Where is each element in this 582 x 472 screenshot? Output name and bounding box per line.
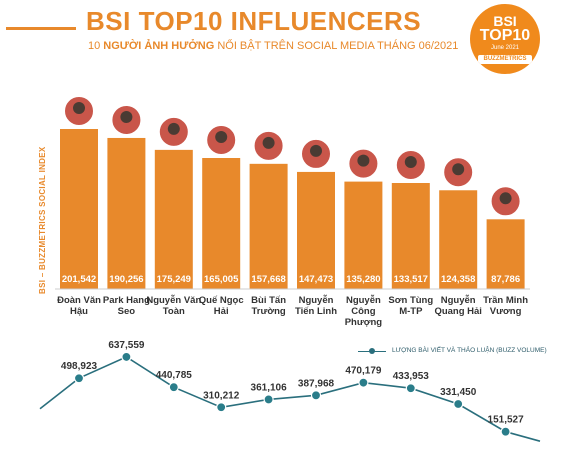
avatar-head-7 — [404, 156, 417, 169]
avatar-head-9 — [499, 192, 512, 205]
line-value-label-4: 361,106 — [251, 382, 288, 393]
bar-axis-label: BSI – BUZZMETRICS SOCIAL INDEX — [38, 146, 47, 294]
bar-value-label-5: 147,473 — [299, 274, 333, 285]
line-value-label-5: 387,968 — [298, 378, 335, 389]
badge-line-2: TOP10 — [479, 27, 531, 44]
category-label-5-0: Nguyễn — [299, 295, 334, 306]
bsi-top10-badge: BSI TOP10 June 2021 BUZZMETRICS — [470, 4, 540, 74]
category-label-8-0: Nguyễn — [441, 295, 476, 306]
category-label-9-0: Trần Minh — [483, 295, 528, 306]
line-value-label-2: 440,785 — [156, 370, 193, 381]
avatar-head-1 — [120, 110, 133, 123]
category-label-7-1: M-TP — [399, 306, 423, 317]
line-value-label-9: 151,527 — [488, 415, 525, 426]
category-label-9-1: Vương — [490, 306, 522, 317]
bar-3 — [202, 158, 241, 289]
bar-value-label-7: 133,517 — [394, 274, 428, 285]
legend-swatch-dot — [369, 348, 375, 354]
subtitle-count: 10 — [88, 40, 104, 52]
page-title: BSI TOP10 INFLUENCERS — [86, 6, 422, 36]
category-label-6-1: Công — [351, 306, 375, 317]
bar-value-label-4: 157,668 — [251, 274, 285, 285]
line-point-1 — [121, 351, 132, 363]
bar-value-label-1: 190,256 — [109, 274, 143, 285]
category-label-4-1: Trường — [251, 306, 285, 317]
line-point-4 — [263, 394, 274, 405]
category-label-6-2: Phượng — [345, 317, 383, 328]
category-label-3-0: Quế Ngọc — [199, 295, 244, 306]
line-point-9 — [500, 426, 511, 437]
subtitle-bold: NGƯỜI ẢNH HƯỞNG — [103, 40, 215, 52]
category-label-7-0: Sơn Tùng — [388, 295, 433, 306]
bar-0 — [60, 129, 98, 289]
category-label-5-1: Tiến Linh — [295, 306, 337, 317]
badge-line-4: BUZZMETRICS — [478, 55, 532, 64]
line-point-8 — [453, 398, 464, 410]
category-label-2-1: Toàn — [163, 306, 185, 317]
badge-line-1: BSI — [493, 13, 517, 29]
category-label-0-0: Đoàn Văn — [57, 295, 101, 306]
avatar-head-4 — [262, 136, 275, 149]
avatar-head-5 — [310, 144, 322, 157]
category-label-1-1: Seo — [118, 306, 136, 317]
line-point-0 — [73, 373, 85, 384]
line-point-2 — [168, 382, 179, 393]
page-subtitle: 10 NGƯỜI ẢNH HƯỞNG NỔI BẬT TRÊN SOCIAL M… — [88, 40, 458, 52]
bar-value-label-9: 87,786 — [491, 274, 520, 285]
bar-7 — [391, 183, 430, 289]
avatar-head-0 — [73, 102, 85, 114]
header-accent-line — [6, 27, 76, 30]
line-value-label-7: 433,953 — [393, 371, 430, 382]
buzz-volume-line — [39, 355, 541, 442]
category-label-8-1: Quang Hải — [434, 306, 482, 317]
line-value-label-3: 310,212 — [203, 390, 240, 401]
category-label-3-1: Hải — [214, 306, 229, 317]
bar-8 — [439, 190, 478, 289]
bar-1 — [107, 137, 146, 289]
line-value-label-8: 331,450 — [440, 387, 477, 398]
subtitle-rest: NỔI BẬT TRÊN SOCIAL MEDIA THÁNG 06/2021 — [214, 40, 459, 52]
category-label-6-0: Nguyễn — [346, 295, 381, 306]
avatar-head-2 — [167, 122, 180, 135]
line-point-6 — [358, 377, 369, 388]
bar-value-label-3: 165,005 — [204, 274, 239, 285]
legend-label: LƯỢNG BÀI VIẾT VÀ THẢO LUẬN (BUZZ VOLUME… — [392, 347, 547, 354]
bar-value-label-6: 135,280 — [346, 274, 380, 285]
avatar-head-8 — [452, 163, 465, 176]
avatar-head-3 — [215, 131, 228, 144]
category-label-2-0: Nguyễn Văn — [146, 295, 201, 306]
badge-line-3: June 2021 — [490, 45, 520, 51]
line-value-label-0: 498,923 — [61, 361, 98, 372]
bar-value-label-0: 201,542 — [62, 274, 96, 285]
bar-9 — [486, 219, 525, 289]
bar-6 — [344, 181, 383, 289]
bar-value-label-8: 124,358 — [441, 274, 475, 285]
line-value-label-6: 470,179 — [345, 366, 382, 377]
bar-2 — [154, 149, 193, 289]
line-point-3 — [216, 402, 227, 413]
line-value-label-1: 637,559 — [108, 340, 145, 351]
category-label-4-0: Bùi Tấn — [251, 295, 286, 306]
category-label-0-1: Hậu — [70, 306, 88, 317]
bar-4 — [249, 163, 288, 289]
bar-5 — [297, 171, 335, 289]
line-point-7 — [405, 383, 416, 394]
bar-value-label-2: 175,249 — [157, 274, 191, 285]
line-point-5 — [310, 390, 322, 401]
avatar-head-6 — [357, 154, 370, 167]
category-label-1-0: Park Hang — [103, 295, 150, 306]
